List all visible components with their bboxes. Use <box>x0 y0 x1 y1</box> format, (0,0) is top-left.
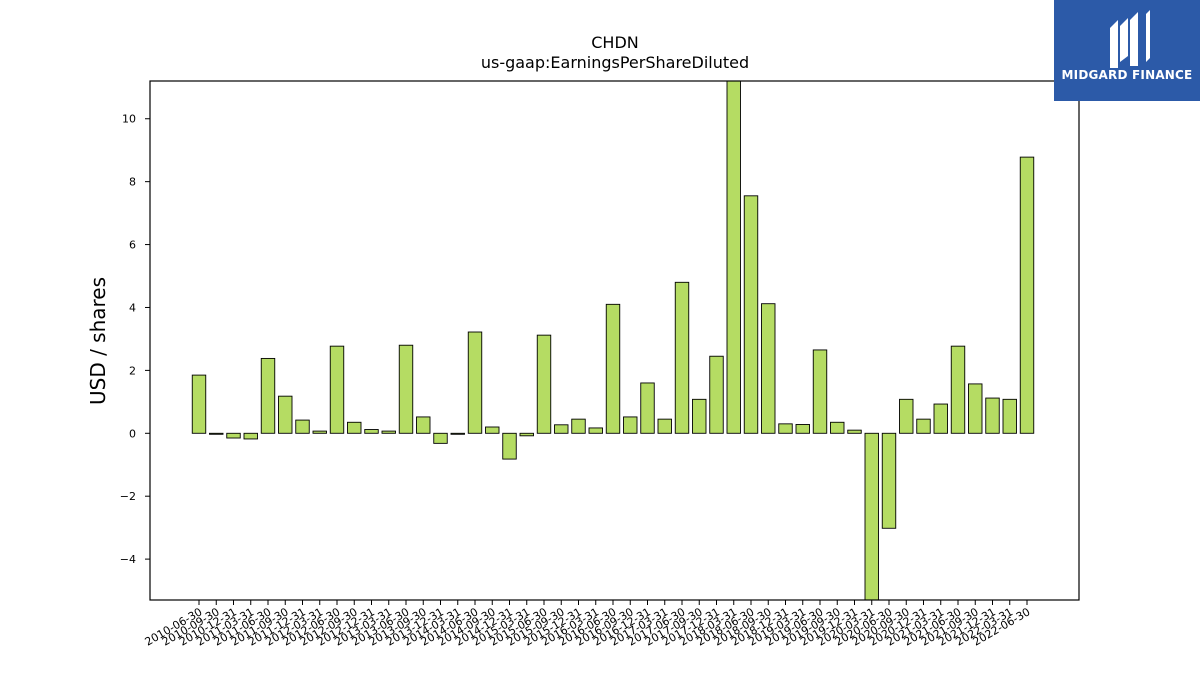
y-ticks-group: −4 −2 0 2 4 6 8 10 <box>120 113 150 566</box>
bar-2012-12-31 <box>364 429 379 434</box>
bar-2016-03-31 <box>588 427 603 434</box>
bar-2019-09-30 <box>830 421 845 434</box>
bar-2014-06-30 <box>467 331 483 434</box>
bar-2013-03-31 <box>381 430 396 434</box>
bar-2013-09-30 <box>416 416 431 434</box>
bar-2016-09-30 <box>623 416 638 434</box>
chart-subtitle: us-gaap:EarningsPerShareDiluted <box>481 53 749 72</box>
y-tick-label: −2 <box>120 490 136 503</box>
bar-2020-06-30 <box>881 432 897 529</box>
bar-2021-03-31 <box>933 403 948 434</box>
bar-2015-12-31 <box>571 418 586 434</box>
bar-2019-12-31 <box>847 429 862 434</box>
bar-2014-09-30 <box>485 426 500 434</box>
bar-2012-09-30 <box>347 421 362 434</box>
y-tick-label: 2 <box>129 364 136 377</box>
bar-2022-06-30 <box>1019 156 1035 434</box>
bar-2018-06-30 <box>743 195 759 434</box>
bar-2010-12-31 <box>226 432 241 439</box>
bar-2022-03-31 <box>1002 398 1017 434</box>
bar-2010-06-30 <box>191 374 207 434</box>
x-ticks-group: 2010-06-302010-09-302010-12-312011-03-31… <box>143 600 1033 649</box>
bar-2017-09-30 <box>692 398 707 434</box>
bar-2012-03-31 <box>312 430 327 434</box>
bar-2016-12-31 <box>640 382 655 434</box>
logo-mark-icon <box>1110 10 1150 68</box>
bar-2018-09-30 <box>761 303 776 434</box>
bar-2018-12-31 <box>778 423 793 434</box>
bar-2013-06-30 <box>398 344 414 434</box>
y-tick-label: 8 <box>129 176 136 189</box>
midgard-finance-logo: MIDGARD FINANCE <box>1054 0 1200 101</box>
bar-2020-09-30 <box>899 398 914 434</box>
bar-2017-03-31 <box>657 418 672 434</box>
bar-2016-06-30 <box>605 303 621 434</box>
bar-2012-06-30 <box>329 345 345 434</box>
bar-2015-06-30 <box>536 334 552 434</box>
bar-2015-09-30 <box>554 424 569 434</box>
y-tick-label: 6 <box>129 239 136 252</box>
bar-2013-12-31 <box>433 432 448 444</box>
bar-2021-12-31 <box>985 397 1000 434</box>
logo-text: MIDGARD FINANCE <box>1061 68 1193 82</box>
bar-2019-03-31 <box>795 424 810 434</box>
bar-2019-06-30 <box>812 349 828 434</box>
bar-2017-12-31 <box>709 355 724 434</box>
bar-2020-12-31 <box>916 418 931 434</box>
bar-2015-03-31 <box>519 432 534 437</box>
bar-2011-06-30 <box>260 357 276 434</box>
y-axis-label: USD / shares <box>86 277 110 405</box>
bar-2020-03-31 <box>864 432 879 601</box>
bar-2018-03-31 <box>726 80 741 434</box>
y-tick-label: 0 <box>129 427 136 440</box>
bar-2021-06-30 <box>950 345 966 434</box>
y-tick-label: −4 <box>120 553 136 566</box>
bar-2014-12-31 <box>502 432 517 460</box>
bar-2021-09-30 <box>968 383 983 434</box>
bar-2010-09-30 <box>209 432 224 435</box>
y-tick-label: 4 <box>129 301 136 314</box>
bars-group <box>191 80 1035 601</box>
bar-2011-09-30 <box>278 395 293 434</box>
plot-frame <box>149 80 1080 601</box>
chart-title: CHDN <box>591 33 639 52</box>
bar-2011-12-31 <box>295 419 310 434</box>
bar-2017-06-30 <box>674 281 690 434</box>
bar-2014-03-31 <box>450 432 465 435</box>
y-tick-label: 10 <box>122 113 136 126</box>
bar-2011-03-31 <box>243 432 258 440</box>
